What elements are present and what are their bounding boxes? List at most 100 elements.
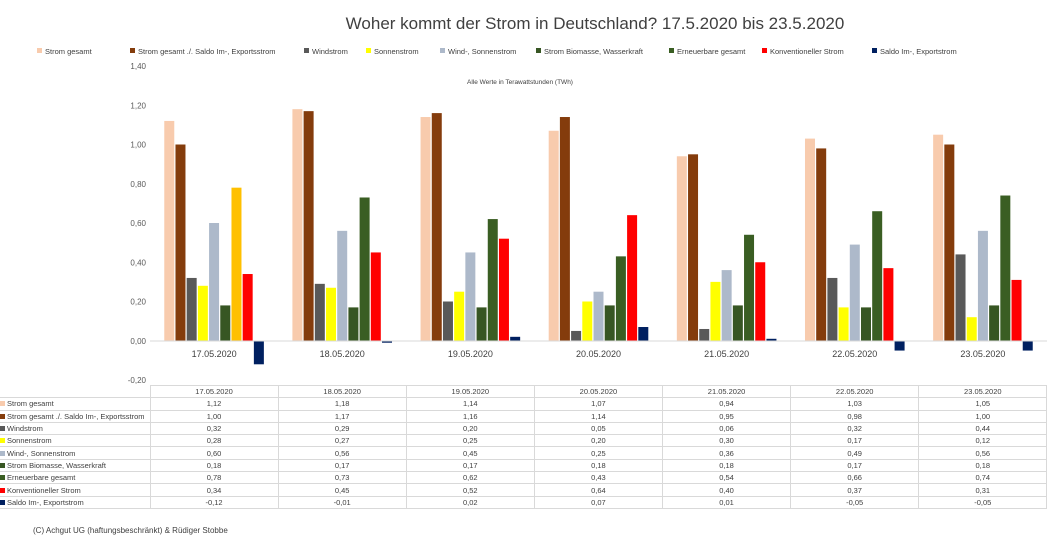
- table-cell: 0,01: [661, 495, 792, 509]
- table-cell: 1,00: [149, 409, 279, 423]
- bar: [989, 305, 1000, 341]
- bar: [593, 291, 604, 341]
- bar: [253, 341, 264, 365]
- bar: [220, 305, 231, 341]
- bar: [164, 120, 175, 341]
- table-cell: 0,66: [790, 471, 920, 485]
- bar: [326, 287, 337, 341]
- bar: [638, 327, 649, 341]
- chart-title: Woher kommt der Strom in Deutschland? 17…: [345, 14, 845, 33]
- table-row: Erneuerbare gesamt 0,78 0,73 0,62 0,43 0,54 0,…: [0, 471, 1047, 485]
- bar: [348, 307, 359, 341]
- table-cell: 0,64: [533, 483, 664, 497]
- table-cell: 0,12: [918, 434, 1047, 448]
- table-cell: 0,05: [533, 421, 664, 436]
- table-cell: 0,45: [277, 483, 407, 497]
- table-cell: -0,01: [277, 495, 407, 509]
- table-cell: 0,98: [790, 409, 920, 423]
- table-cell: 0,07: [533, 495, 664, 509]
- chart-legend: Strom gesamt Strom gesamt ./. Saldo Im-, …: [0, 47, 1047, 59]
- legend-swatch: [366, 48, 371, 53]
- table-cell: 0,37: [790, 483, 920, 497]
- bar: [604, 305, 615, 341]
- table-cell: 1,00: [918, 409, 1047, 423]
- table-row-label: Sonnenstrom: [0, 434, 151, 448]
- table-cell: 0,31: [918, 483, 1047, 497]
- table-row: Strom gesamt ./. Saldo Im-, Exportsstrom…: [0, 409, 1047, 423]
- table-cell: 0,62: [405, 471, 535, 485]
- table-cell: 0,78: [149, 471, 279, 485]
- table-row-label: Windstrom: [0, 421, 151, 436]
- table-cell: 0,36: [661, 446, 792, 460]
- table-cell: 0,17: [790, 434, 920, 448]
- legend-item: Strom gesamt ./. Saldo Im-, Exportsstrom: [130, 47, 276, 57]
- legend-swatch: [37, 48, 42, 53]
- table-column-header: 20.05.2020: [533, 384, 664, 399]
- table-cell: 0,34: [149, 483, 279, 497]
- bar: [977, 230, 988, 341]
- bar: [710, 281, 721, 342]
- table-cell: 0,32: [149, 421, 279, 436]
- table-cell: -0,05: [918, 495, 1047, 509]
- table-cell: 1,17: [277, 409, 407, 423]
- legend-item: Sonnenstrom: [366, 47, 419, 57]
- bar: [571, 330, 582, 341]
- table-cell: 0,17: [405, 458, 535, 473]
- legend-label: Windstrom: [312, 47, 348, 56]
- bar: [816, 148, 827, 341]
- table-cell: 0,54: [661, 471, 792, 485]
- bar: [582, 301, 593, 341]
- bar: [732, 305, 743, 341]
- chart-annotation: Alle Werte in Terawattstunden (TWh): [467, 79, 573, 86]
- table-cell: 0,32: [790, 421, 920, 436]
- bar: [804, 138, 815, 341]
- legend-item: Wind-, Sonnenstrom: [440, 47, 516, 57]
- bar: [359, 197, 370, 341]
- x-tick-label: 20.05.2020: [576, 349, 621, 359]
- bar: [627, 215, 638, 341]
- x-tick-label: 22.05.2020: [832, 349, 877, 359]
- bar: [382, 341, 393, 343]
- legend-label: Strom gesamt ./. Saldo Im-, Exportsstrom: [138, 47, 276, 56]
- table-swatch: [0, 462, 5, 468]
- bar: [498, 238, 509, 341]
- table-column-header: 17.05.2020: [149, 384, 279, 399]
- table-cell: -0,05: [790, 495, 920, 509]
- bar: [894, 341, 905, 351]
- bar: [175, 144, 186, 341]
- y-tick-label: 1,40: [130, 62, 146, 71]
- bar: [699, 328, 710, 341]
- bar: [1022, 341, 1033, 351]
- copyright-footer: (C) Achgut UG (haftungsbeschränkt) & Rüd…: [33, 526, 228, 535]
- table-row-label: Wind-, Sonnenstrom: [0, 446, 151, 460]
- legend-label: Strom gesamt: [45, 47, 92, 56]
- table-row-label: Erneuerbare gesamt: [0, 471, 151, 485]
- table-cell: 0,30: [661, 434, 792, 448]
- table-cell: 0,49: [790, 446, 920, 460]
- table-swatch: [0, 438, 5, 444]
- table-column-header: 18.05.2020: [277, 384, 407, 399]
- table-swatch: [0, 450, 5, 456]
- bar: [955, 254, 966, 341]
- table-swatch: [0, 475, 5, 481]
- table-cell: 0,17: [277, 458, 407, 473]
- table-cell: 0,43: [533, 471, 664, 485]
- table-row: Strom gesamt 1,12 1,18 1,14 1,07 0,94 1,03 1,05: [0, 397, 1047, 411]
- table-column-header: 21.05.2020: [661, 384, 792, 399]
- bar: [431, 113, 442, 341]
- legend-item: Saldo Im-, Exportstrom: [872, 47, 957, 57]
- table-cell: 0,44: [918, 421, 1047, 436]
- bar: [197, 285, 208, 341]
- bar: [186, 277, 197, 341]
- table-cell: 0,45: [405, 446, 535, 460]
- table-cell: 0,28: [149, 434, 279, 448]
- bar: [744, 234, 755, 341]
- bar: [615, 256, 626, 341]
- legend-swatch: [304, 48, 309, 53]
- bar-chart-plot: -0,20 0,00 0,20 0,40 0,60 0,80 1,00 1,20 1,40 All…: [128, 62, 1047, 385]
- table-row: Wind-, Sonnenstrom 0,60 0,56 0,45 0,25 0,36 0,…: [0, 446, 1047, 460]
- bar: [838, 307, 849, 341]
- legend-item: Strom gesamt: [37, 47, 92, 57]
- table-row-label: Saldo Im-, Exportstrom: [0, 495, 151, 509]
- bar: [827, 277, 838, 341]
